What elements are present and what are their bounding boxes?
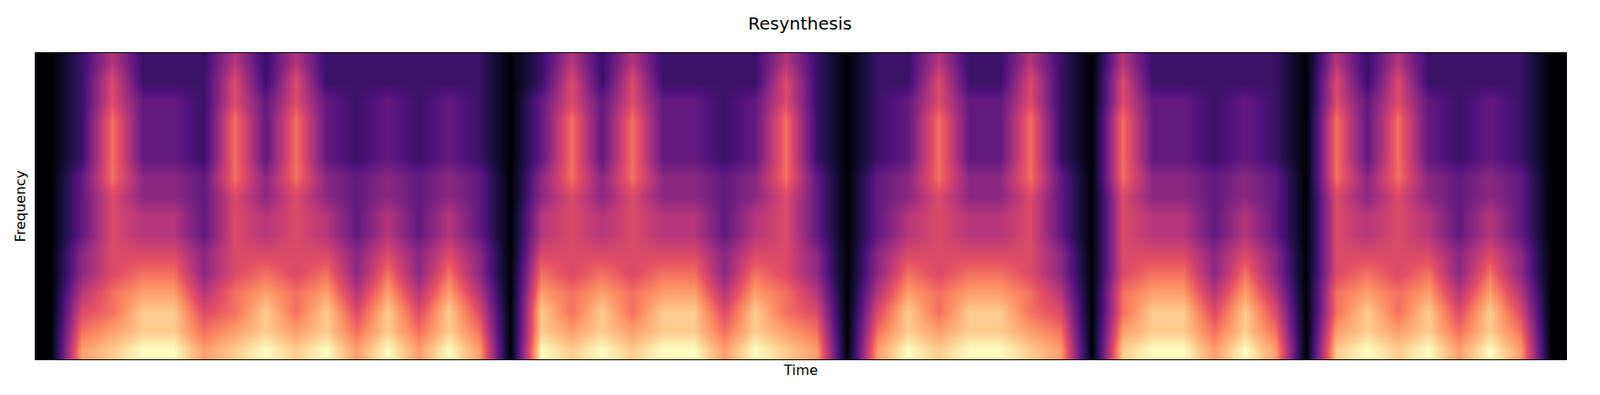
svg-text:Frequency: Frequency xyxy=(12,170,29,243)
svg-text:Time: Time xyxy=(783,361,818,379)
svg-text:Resynthesis: Resynthesis xyxy=(748,13,852,34)
